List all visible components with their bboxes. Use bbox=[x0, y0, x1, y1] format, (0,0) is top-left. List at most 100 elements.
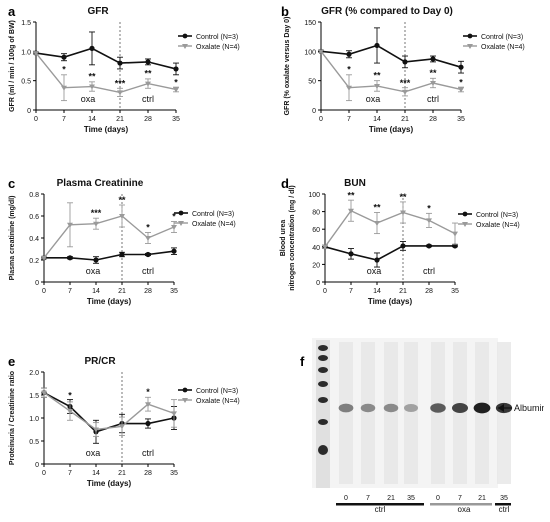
x-tick-label: 28 bbox=[429, 116, 437, 123]
band-arrowhead bbox=[498, 404, 504, 412]
phase-label-oxa: oxa bbox=[367, 266, 382, 276]
x-tick-label: 0 bbox=[319, 116, 323, 123]
data-point-oxalate bbox=[426, 218, 432, 224]
x-axis-label: Time (days) bbox=[84, 125, 129, 134]
x-tick-label: 14 bbox=[92, 288, 100, 295]
y-axis-label: GFR (% oxalate versus Day 0) bbox=[284, 17, 291, 116]
significance-marker: * bbox=[68, 391, 72, 401]
data-point-oxalate bbox=[145, 236, 151, 241]
x-tick-label: 35 bbox=[451, 288, 459, 295]
y-tick-label: 100 bbox=[304, 49, 316, 56]
y-tick-label: 1.0 bbox=[21, 49, 31, 56]
western-blot: 0 7 21 35 0 7 21 35 ctrl oxa ctrl Albumine bbox=[312, 338, 550, 514]
y-tick-label: 80 bbox=[312, 210, 320, 217]
x-tick-label: 21 bbox=[401, 116, 409, 123]
legend-marker-oxalate bbox=[467, 44, 473, 49]
panel-letter: e bbox=[8, 354, 16, 369]
y-tick-label: 150 bbox=[304, 20, 316, 27]
data-point-control bbox=[61, 54, 67, 60]
chart-gfr-percent: GFR (% compared to Day 0) 0 50 100 150 0 7 14 21… bbox=[284, 6, 525, 134]
significance-marker: ** bbox=[88, 71, 96, 81]
panel-letter: c bbox=[8, 176, 16, 191]
y-tick-label: 40 bbox=[312, 245, 320, 252]
data-point-oxalate bbox=[171, 225, 177, 230]
legend-label-oxalate: Oxalate (N=4) bbox=[196, 44, 240, 51]
y-tick-label: 0.4 bbox=[29, 236, 39, 243]
lane-label: 7 bbox=[366, 495, 370, 502]
y-tick-label: 1.0 bbox=[29, 416, 39, 423]
y-tick-label: 0.6 bbox=[29, 214, 39, 221]
x-tick-label: 7 bbox=[347, 116, 351, 123]
blot-image: 0 7 21 35 0 7 21 35 ctrl oxa ctrl Albumine bbox=[312, 338, 550, 514]
group-label-oxa: oxa bbox=[458, 505, 471, 512]
significance-marker: * bbox=[146, 222, 150, 232]
y-tick-label: 0 bbox=[35, 462, 39, 469]
lane-smear bbox=[384, 342, 398, 484]
data-point-oxalate bbox=[374, 83, 380, 89]
legend-label-oxalate: Oxalate (N=4) bbox=[192, 221, 236, 228]
phase-label-oxa: oxa bbox=[86, 448, 101, 458]
data-point-control bbox=[119, 251, 125, 258]
y-tick-label: 50 bbox=[308, 79, 316, 86]
data-point-control bbox=[145, 420, 151, 427]
legend-label-oxalate: Oxalate (N=4) bbox=[481, 44, 525, 51]
significance-marker: *** bbox=[400, 78, 411, 88]
x-tick-label: 28 bbox=[144, 116, 152, 123]
data-point-oxalate bbox=[348, 208, 354, 214]
phase-label-oxa: oxa bbox=[366, 94, 381, 104]
data-point-oxalate bbox=[119, 424, 125, 430]
data-point-oxalate bbox=[452, 231, 458, 237]
group-bar-oxa bbox=[430, 503, 492, 506]
chart-plasma-creatinine: Plasma Creatinine 0 0.2 0.4 0.6 0.8 0 7 14 21 28 35… bbox=[9, 178, 236, 306]
x-tick-label: 28 bbox=[425, 288, 433, 295]
data-point-control bbox=[452, 243, 458, 249]
data-point-oxalate bbox=[374, 221, 380, 227]
y-axis-label: Plasma creatinine (mg/dl) bbox=[9, 196, 16, 281]
albumin-band bbox=[338, 403, 354, 413]
series-line-oxalate bbox=[35, 52, 177, 94]
x-tick-label: 28 bbox=[144, 470, 152, 477]
ladder-band bbox=[318, 345, 328, 351]
x-tick-label: 21 bbox=[116, 116, 124, 123]
lane-label: 7 bbox=[458, 495, 462, 502]
x-tick-label: 14 bbox=[373, 288, 381, 295]
chart-prcr: PR/CR 0 0.5 1.0 1.5 2.0 0 7 14 21 28 35 Time (days) P… bbox=[9, 356, 240, 488]
legend-label-oxalate: Oxalate (N=4) bbox=[196, 398, 240, 405]
data-point-oxalate bbox=[171, 411, 177, 417]
legend-marker-control bbox=[467, 33, 473, 39]
panel-e: e PR/CR 0 0.5 1.0 1.5 2.0 0 7 14 21 28 35 Time (days… bbox=[0, 350, 275, 515]
x-tick-label: 14 bbox=[88, 116, 96, 123]
data-point-control bbox=[458, 64, 464, 70]
lane-label: 0 bbox=[436, 495, 440, 502]
y-tick-label: 0 bbox=[312, 108, 316, 115]
y-axis-label: nitrogen concentration (mg / dl) bbox=[289, 185, 296, 290]
x-tick-label: 7 bbox=[68, 470, 72, 477]
ladder-band bbox=[318, 367, 328, 373]
x-axis-label: Time (days) bbox=[87, 297, 132, 306]
ladder-band bbox=[318, 355, 328, 361]
y-tick-label: 100 bbox=[308, 192, 320, 199]
data-point-control bbox=[173, 66, 179, 72]
series-line-control bbox=[43, 391, 175, 433]
y-tick-label: 1.5 bbox=[29, 393, 39, 400]
x-tick-label: 0 bbox=[34, 116, 38, 123]
series-line-oxalate bbox=[43, 215, 175, 259]
lane-label: 35 bbox=[407, 495, 415, 502]
albumin-band bbox=[404, 404, 418, 412]
phase-label-ctrl: ctrl bbox=[423, 266, 435, 276]
albumin-band bbox=[473, 402, 491, 414]
panel-letter: a bbox=[8, 4, 16, 19]
data-point-control bbox=[430, 56, 436, 62]
x-tick-label: 28 bbox=[144, 288, 152, 295]
y-tick-label: 0 bbox=[316, 280, 320, 287]
y-tick-label: 60 bbox=[312, 227, 320, 234]
x-tick-label: 7 bbox=[68, 288, 72, 295]
legend-label-control: Control (N=3) bbox=[196, 388, 238, 395]
series-line-oxalate bbox=[320, 50, 462, 93]
legend-label-control: Control (N=3) bbox=[481, 34, 523, 41]
x-tick-label: 7 bbox=[349, 288, 353, 295]
y-tick-label: 0 bbox=[35, 280, 39, 287]
y-tick-label: 0.2 bbox=[29, 258, 39, 265]
x-tick-label: 35 bbox=[170, 470, 178, 477]
y-axis-label: GFR (ml / min / 100g of BW) bbox=[9, 20, 16, 112]
